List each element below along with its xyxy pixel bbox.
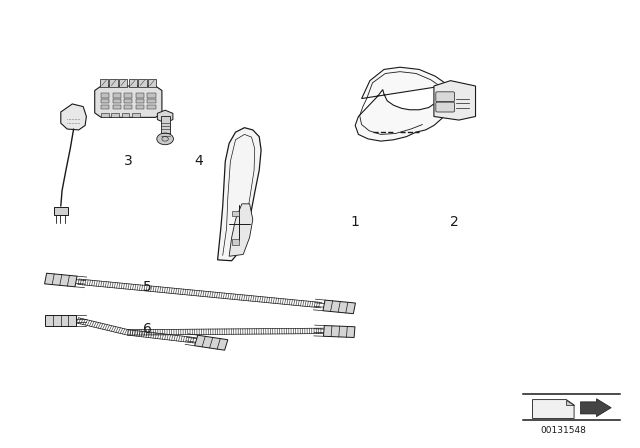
FancyBboxPatch shape	[436, 102, 454, 112]
Bar	[136, 105, 144, 109]
Polygon shape	[323, 300, 355, 314]
Circle shape	[157, 133, 173, 145]
Bar	[113, 93, 121, 98]
Bar	[132, 113, 140, 117]
Polygon shape	[434, 81, 476, 120]
Polygon shape	[195, 335, 228, 350]
Polygon shape	[355, 67, 448, 141]
Bar	[101, 93, 109, 98]
Bar	[101, 99, 109, 103]
Polygon shape	[218, 128, 261, 261]
Text: 1: 1	[351, 215, 360, 229]
Bar	[101, 113, 109, 117]
Bar	[119, 79, 127, 87]
Bar	[129, 79, 137, 87]
Bar	[113, 99, 121, 103]
Polygon shape	[45, 273, 77, 287]
Polygon shape	[229, 204, 253, 256]
Bar	[147, 99, 156, 103]
Polygon shape	[532, 400, 574, 418]
Polygon shape	[61, 104, 86, 130]
Polygon shape	[161, 116, 170, 138]
Text: 5: 5	[143, 280, 152, 294]
Text: 00131548: 00131548	[540, 426, 586, 435]
Bar	[232, 239, 239, 245]
Text: 4: 4	[194, 154, 203, 168]
Bar	[111, 113, 119, 117]
Bar	[100, 79, 108, 87]
Polygon shape	[323, 326, 355, 337]
Bar	[124, 105, 132, 109]
Bar	[101, 105, 109, 109]
Text: 2: 2	[450, 215, 459, 229]
Bar	[122, 113, 129, 117]
Polygon shape	[580, 399, 611, 417]
Bar	[124, 93, 132, 98]
Polygon shape	[566, 400, 574, 405]
Polygon shape	[45, 315, 76, 326]
Bar	[136, 93, 144, 98]
Polygon shape	[95, 86, 162, 117]
Bar	[124, 99, 132, 103]
Bar	[147, 105, 156, 109]
Bar	[148, 79, 156, 87]
Text: 6: 6	[143, 322, 152, 336]
Bar	[109, 79, 118, 87]
Bar	[147, 93, 156, 98]
Polygon shape	[157, 110, 173, 123]
Bar	[232, 211, 239, 216]
FancyBboxPatch shape	[436, 92, 454, 102]
Bar	[54, 207, 68, 215]
Bar	[113, 105, 121, 109]
Bar	[136, 99, 144, 103]
Text: 3: 3	[124, 154, 132, 168]
Bar	[138, 79, 147, 87]
